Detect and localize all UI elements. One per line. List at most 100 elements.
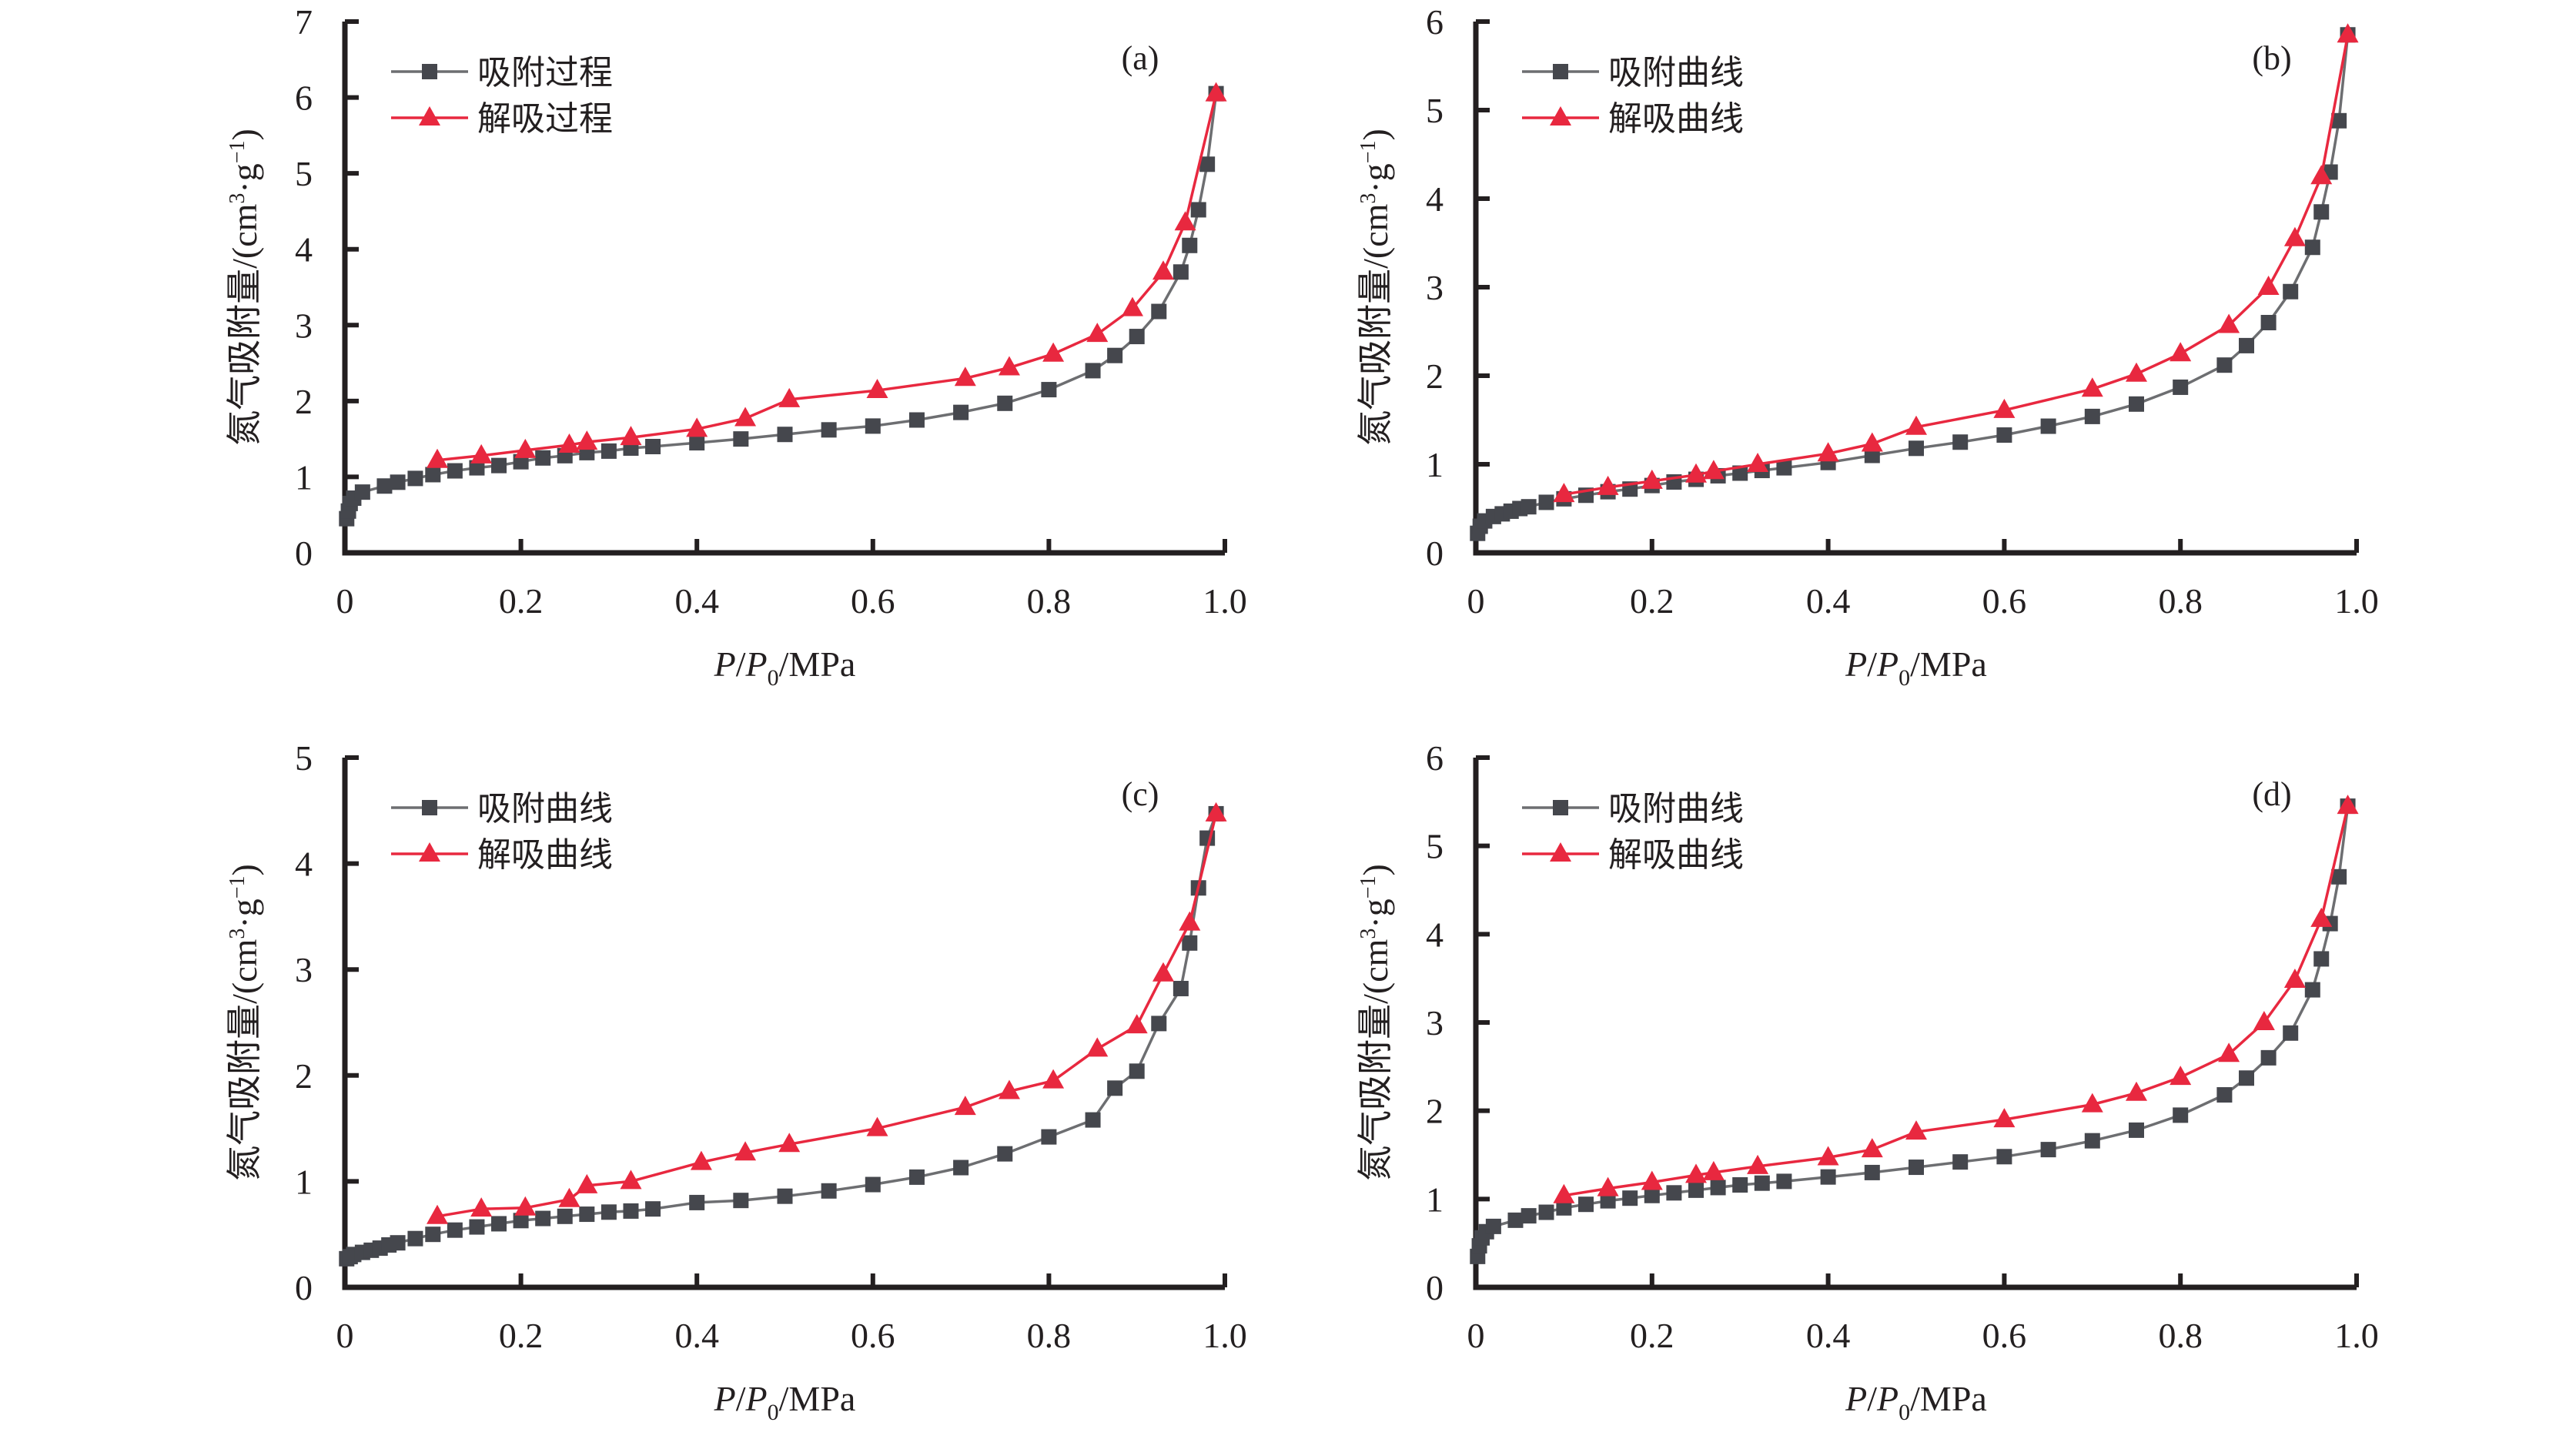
data-point-triangle [778,387,801,407]
y-tick-label: 5 [1426,827,1444,866]
series-line [1564,805,2350,1197]
data-point-triangle [427,1204,449,1224]
data-point-square [2239,337,2254,353]
data-point-square [491,457,507,474]
data-point-square [953,1160,969,1176]
legend-item: 吸附曲线 [391,789,613,828]
data-point-square [2216,1087,2233,1103]
data-point-triangle [2081,1093,2103,1113]
data-point-square [601,443,617,459]
x-tick-label: 0.4 [1806,581,1851,621]
data-point-square [1538,494,1554,510]
data-point-square [1107,347,1123,363]
data-point-triangle [1747,1154,1769,1174]
y-tick-label: 4 [295,230,313,269]
data-point-square [2084,1133,2100,1149]
y-axis-title: 氮气吸附量/(cm3·g−1) [1356,129,1395,446]
data-point-triangle [1685,1163,1707,1183]
legend-triangle-icon [1550,842,1571,862]
data-point-square [2313,951,2330,967]
data-point-square [447,1222,463,1238]
data-point-square [953,404,969,420]
data-point-triangle [1702,460,1725,480]
y-tick-label: 4 [1426,179,1444,219]
data-point-triangle [514,438,537,458]
data-point-triangle [866,1116,888,1136]
data-point-triangle [427,448,449,468]
x-tick-label: 0.8 [2158,581,2203,621]
data-point-square [1173,980,1189,996]
data-point-square [1173,264,1189,280]
data-point-triangle [620,426,642,446]
y-tick-label: 6 [295,79,313,118]
data-point-triangle [620,1170,642,1190]
data-point-square [908,1169,925,1185]
chart-panel-b: 0 1 2 3 4 5 6 0 0.2 0.4 0.6 0.8 1.0 氮气吸附量/(cm3·g−1) P/… [1356,2,2379,691]
data-point-triangle [514,1196,537,1216]
y-tick-label: 4 [1426,915,1444,954]
legend-square-icon [422,800,437,815]
data-point-square [1909,440,1924,457]
data-point-triangle [1597,1176,1619,1196]
data-point-square [2283,283,2299,300]
data-point-square [447,463,463,479]
data-point-square [2239,1070,2254,1086]
data-point-triangle [1817,442,1839,462]
y-tick-label: 6 [1426,2,1444,42]
data-point-triangle [1126,1014,1148,1034]
x-tick-label: 0 [336,581,354,621]
data-point-triangle [558,1187,580,1207]
data-point-square [1732,465,1748,481]
y-tick-label: 1 [1426,445,1444,484]
data-point-square [777,1188,793,1204]
data-point-triangle [1702,1160,1725,1180]
data-point-triangle [734,1141,757,1161]
x-tick-label: 0.4 [1806,1316,1851,1355]
series-line [437,813,1218,1218]
data-point-triangle [1042,342,1065,362]
data-point-triangle [2170,342,2192,362]
panel-label: (b) [2252,39,2291,77]
y-tick-label: 4 [295,845,313,884]
chart-panel-a: 0 1 2 3 4 5 6 7 0 0.2 0.4 0.6 0.8 1.0 氮气吸附量/(cm3·g−1) P… [225,2,1247,691]
data-point-square [469,460,485,476]
data-point-triangle [1685,463,1707,483]
data-point-square [1182,237,1198,253]
data-point-square [1952,1154,1969,1170]
data-point-triangle [734,407,757,427]
data-point-square [1622,1190,1638,1206]
x-axis-title: P/P0/MPa [1845,644,1987,691]
legend-item: 吸附曲线 [1522,53,1744,92]
data-point-square [821,1183,837,1199]
data-point-triangle [470,443,493,463]
legend-label: 吸附过程 [477,53,613,92]
legend-label: 吸附曲线 [1608,53,1744,92]
data-point-triangle [558,433,580,453]
data-point-square [1507,1212,1524,1228]
data-point-square [2084,408,2100,424]
data-point-square [2260,1049,2277,1066]
x-tick-label: 0 [336,1316,354,1355]
data-point-square [2040,418,2056,434]
data-point-square [2129,1122,2144,1138]
data-point-triangle [690,1150,712,1170]
legend-square-icon [1553,800,1568,815]
data-point-triangle [998,1079,1020,1099]
y-tick-label: 0 [295,1268,313,1307]
data-point-square [1182,935,1198,951]
data-point-triangle [2310,165,2333,185]
data-point-triangle [1993,398,2016,418]
data-point-square [865,1176,881,1193]
legend-triangle-icon [419,106,440,125]
data-point-square [645,439,661,454]
data-point-triangle [1905,415,1927,435]
data-point-square [1996,427,2012,443]
data-point-square [2260,315,2277,330]
data-point-square [469,1219,485,1235]
data-point-triangle [1205,82,1227,102]
data-point-triangle [2170,1066,2192,1086]
data-point-square [1776,1173,1792,1190]
legend-item: 解吸曲线 [1522,835,1744,875]
x-tick-label: 0.8 [1027,1316,1072,1355]
data-point-square [865,418,881,434]
